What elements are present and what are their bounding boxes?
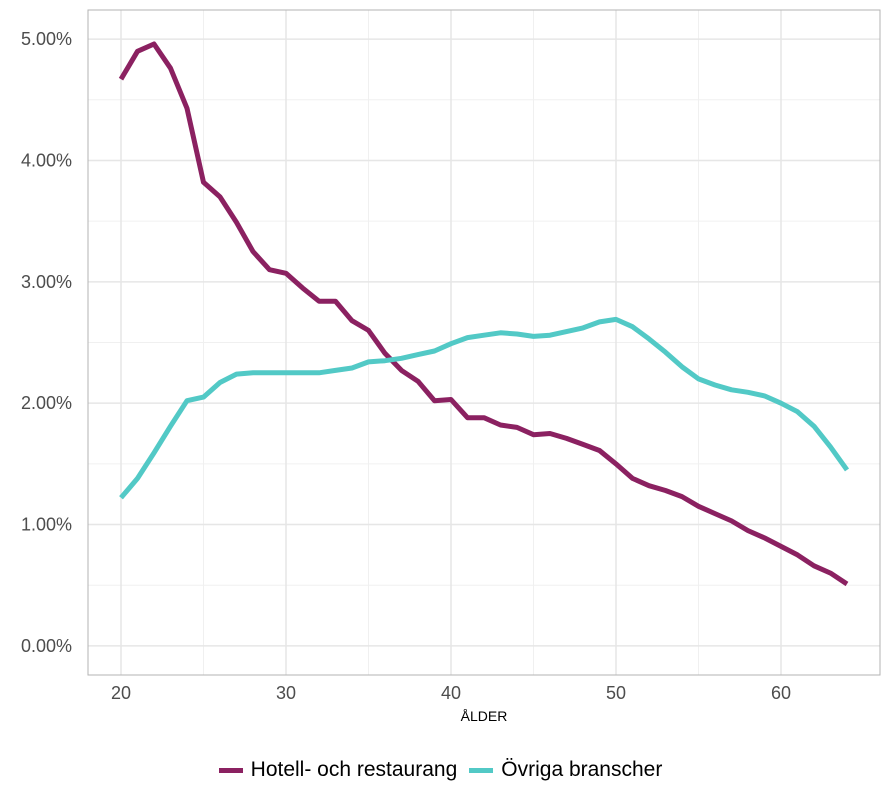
y-axis-tick-labels: 0.00% 1.00% 2.00% 3.00% 4.00% 5.00% xyxy=(21,29,72,656)
x-tick-label: 40 xyxy=(441,683,461,703)
legend-label-hotell: Hotell- och restaurang xyxy=(250,758,458,781)
series-lines xyxy=(118,41,850,587)
x-axis-tick-labels: 20 30 40 50 60 xyxy=(111,683,791,703)
legend-key-ovriga xyxy=(469,767,494,773)
legend-label-ovriga: Övriga branscher xyxy=(501,758,663,781)
legend-item-ovriga: Övriga branscher xyxy=(469,758,662,782)
y-tick-label: 2.00% xyxy=(21,393,72,413)
major-gridlines xyxy=(88,10,880,675)
x-axis-title: ÅLDER xyxy=(461,708,508,724)
legend-key-hotell xyxy=(218,767,243,773)
plot-panel-border xyxy=(87,9,881,676)
y-tick-label: 3.00% xyxy=(21,272,72,292)
x-tick-label: 20 xyxy=(111,683,131,703)
y-tick-label: 1.00% xyxy=(21,515,72,535)
line-chart: 0.00% 1.00% 2.00% 3.00% 4.00% 5.00% 20 30 40 50 6… xyxy=(21,9,881,724)
x-tick-label: 30 xyxy=(276,683,296,703)
legend-item-hotell: Hotell- och restaurang xyxy=(218,758,458,782)
series-line-hotell xyxy=(118,41,849,587)
x-tick-label: 60 xyxy=(771,683,791,703)
minor-gridlines xyxy=(88,10,880,675)
y-tick-label: 4.00% xyxy=(21,150,72,170)
legend: Hotell- och restaurang Övriga branscher xyxy=(0,752,881,788)
y-tick-label: 0.00% xyxy=(21,636,72,656)
series-line-ovriga xyxy=(119,316,850,500)
x-tick-label: 50 xyxy=(606,683,626,703)
y-tick-label: 5.00% xyxy=(21,29,72,49)
